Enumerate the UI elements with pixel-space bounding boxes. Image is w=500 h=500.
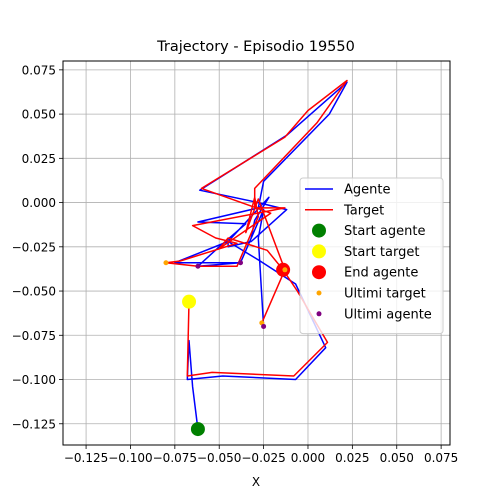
y-tick-label: −0.025 <box>12 240 56 254</box>
y-tick-label: 0.075 <box>22 63 56 77</box>
legend-swatch-start-agente <box>312 223 326 238</box>
y-tick-label: −0.050 <box>12 285 56 299</box>
x-tick-label: 0.025 <box>335 451 369 465</box>
point-ultimi-agente <box>261 323 267 329</box>
legend-swatch-end-agente <box>312 265 326 280</box>
legend-label-end-agente: End agente <box>344 266 418 281</box>
x-tick-label: −0.025 <box>241 451 285 465</box>
axes-frame <box>62 60 451 446</box>
x-tick-label: 0.050 <box>380 451 414 465</box>
y-tick-label: 0.050 <box>22 108 56 122</box>
series-line-target <box>165 79 348 377</box>
x-tick-label: −0.125 <box>64 451 108 465</box>
legend-label-ultimi-target: Ultimi target <box>344 287 426 302</box>
chart-title: Trajectory - Episodio 19550 <box>156 39 355 55</box>
point-ultimi-agente <box>195 263 201 269</box>
legend-label-agente: Agente <box>344 183 390 198</box>
point-ultimi-agente <box>238 260 244 266</box>
series-line-agente <box>174 81 348 430</box>
point-start-agente <box>190 422 205 437</box>
legend: Agente Target Start agente Start target End … <box>299 177 444 335</box>
x-tick-label: 0.000 <box>291 451 325 465</box>
legend-box <box>299 177 444 335</box>
legend-label-start-agente: Start agente <box>344 224 425 239</box>
point-start-target <box>182 294 197 309</box>
point-ultimi-target <box>163 260 169 266</box>
y-tick-label: 0.000 <box>22 196 56 210</box>
plot-area <box>163 79 348 437</box>
legend-swatch-start-target <box>312 244 326 259</box>
y-tick-label: 0.025 <box>22 152 56 166</box>
x-tick-label: −0.050 <box>197 451 241 465</box>
y-tick-label: −0.100 <box>12 373 56 387</box>
y-axis: 0.075 0.050 0.025 0.000 −0.025 −0.050 −0.075 −0… <box>12 63 63 431</box>
legend-label-target: Target <box>343 203 384 218</box>
x-axis-label: X <box>252 475 260 489</box>
point-ultimi-target <box>282 267 288 273</box>
legend-label-ultimi-agente: Ultimi agente <box>344 307 432 322</box>
x-tick-label: 0.075 <box>424 451 458 465</box>
x-tick-label: −0.075 <box>153 451 197 465</box>
y-tick-label: −0.075 <box>12 329 56 343</box>
y-tick-label: −0.125 <box>12 417 56 431</box>
legend-label-start-target: Start target <box>344 245 419 260</box>
x-tick-label: −0.100 <box>108 451 152 465</box>
x-axis: −0.125 −0.100 −0.075 −0.050 −0.025 0.000 0.025… <box>64 445 458 465</box>
legend-swatch-ultimi-agente <box>316 311 322 317</box>
legend-swatch-ultimi-target <box>316 290 322 296</box>
